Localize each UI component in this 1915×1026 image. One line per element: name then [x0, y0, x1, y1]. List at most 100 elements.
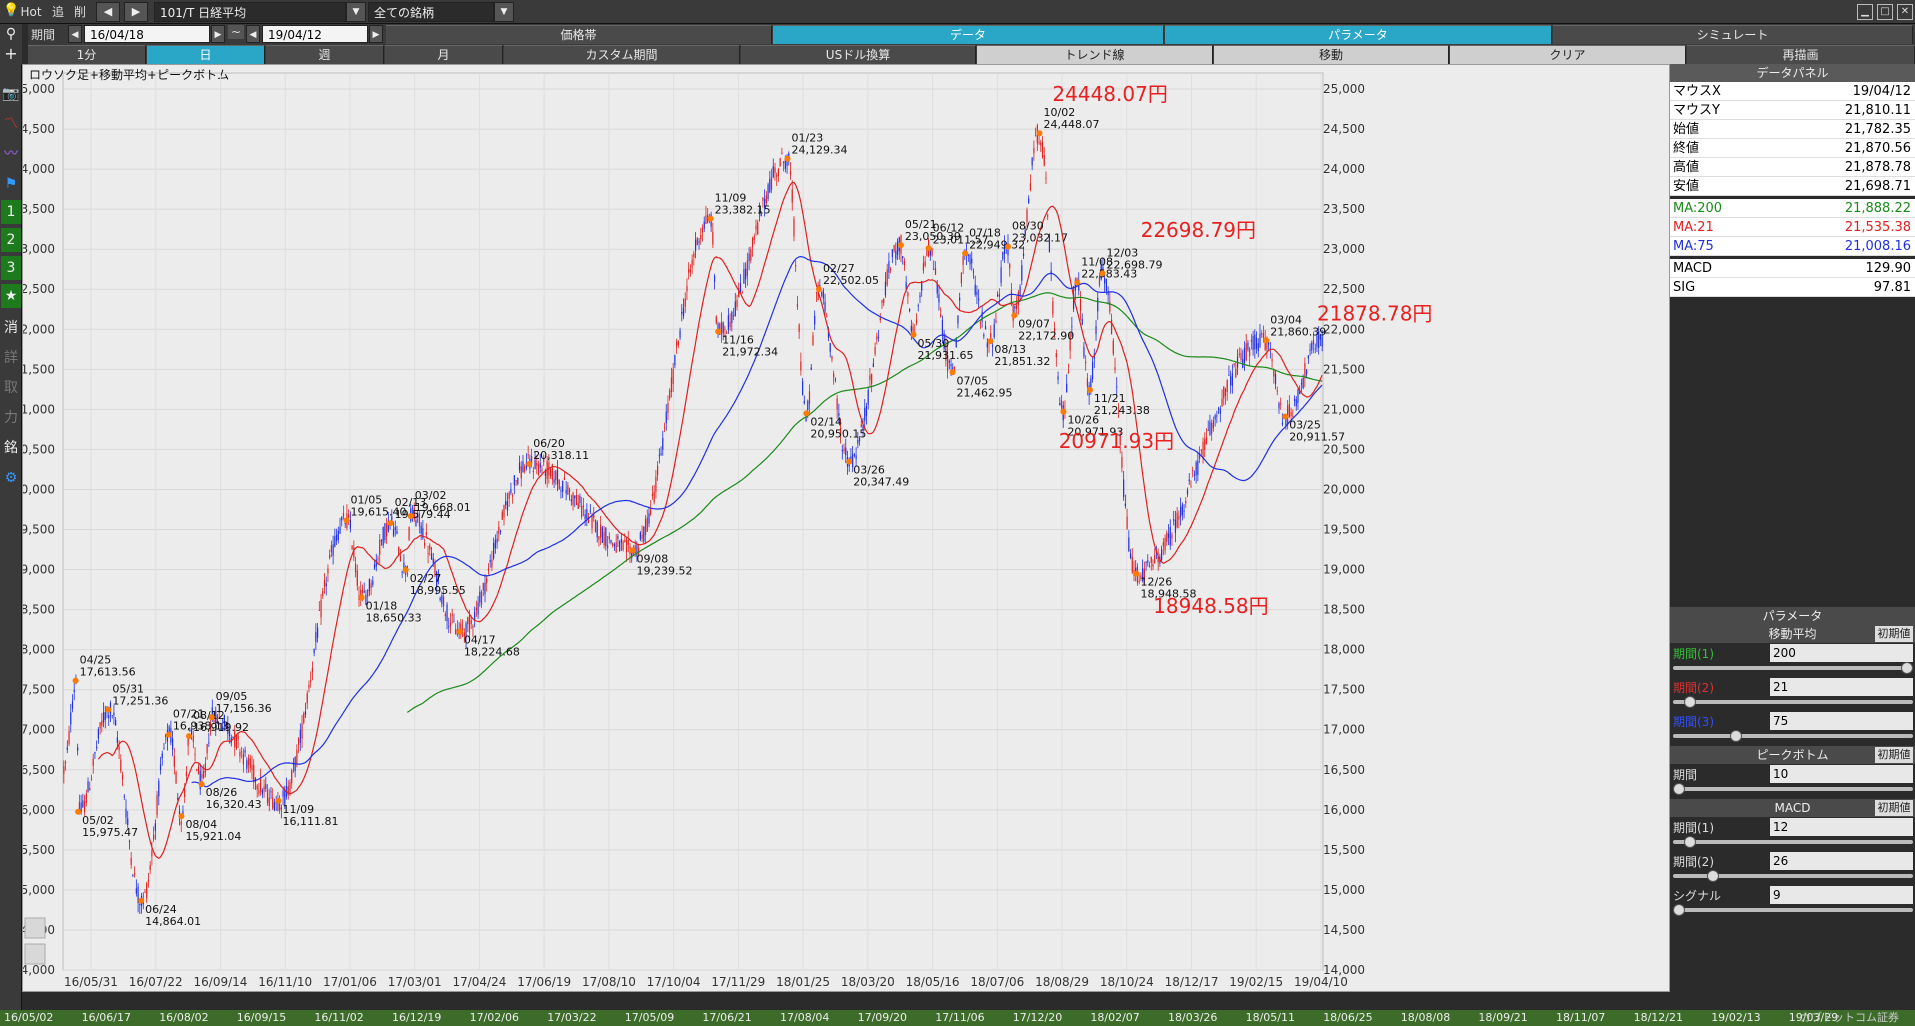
param-slider-track[interactable] [1673, 787, 1913, 791]
candle-body [579, 495, 581, 504]
flag-icon[interactable]: ⚑ [4, 176, 18, 192]
move-button[interactable]: 移動 [1214, 45, 1449, 64]
period-end-input[interactable]: 19/04/12 [262, 25, 368, 43]
category-dropdown-icon[interactable]: ▼ [494, 2, 514, 22]
candle-body [256, 785, 258, 790]
period-end-next[interactable]: ▶ [369, 25, 383, 43]
candle-body [296, 749, 298, 764]
indicator-icon[interactable]: 〰 [4, 146, 18, 162]
candle-body [907, 292, 909, 297]
price-chart[interactable]: ロウソク足+移動平均+ピークボトム14,00014,00014,50014,50… [13, 65, 1669, 991]
hot-button[interactable]: Hot [20, 5, 42, 19]
param-slider-track[interactable] [1673, 666, 1913, 670]
param-value-input[interactable]: 75 [1770, 712, 1913, 730]
star-icon[interactable]: ★ [1, 284, 21, 308]
period-start-input[interactable]: 16/04/18 [84, 25, 210, 43]
symbol-input[interactable]: 101/T 日経平均 [154, 2, 346, 22]
close-icon[interactable]: ✕ [1897, 4, 1913, 20]
param-slider-track[interactable] [1673, 840, 1913, 844]
peak-value-label: 22,583.43 [1081, 268, 1137, 281]
peak-marker [897, 242, 904, 249]
maximize-icon[interactable]: □ [1877, 4, 1893, 20]
category-select[interactable]: 全ての銘柄 [368, 2, 494, 22]
param-value-input[interactable]: 21 [1770, 678, 1913, 696]
bottom-date-strip[interactable]: 16/05/02 16/06/17 16/08/02 16/09/15 16/11/02… [0, 1010, 1915, 1026]
gear-icon[interactable]: ⚙ [4, 470, 18, 486]
candle-body [853, 454, 855, 456]
candle-body [1247, 342, 1249, 350]
tab-simulate[interactable]: シミュレート [1553, 25, 1913, 44]
bulb-icon[interactable]: 💡 [3, 3, 20, 18]
preset-3-button[interactable]: 3 [1, 256, 21, 280]
tab-price-band[interactable]: 価格帯 [386, 25, 772, 44]
param-slider-knob[interactable] [1684, 836, 1697, 848]
prev-symbol-button[interactable]: ◀ [96, 2, 120, 22]
period-start-prev[interactable]: ◀ [68, 25, 82, 43]
param-slider-track[interactable] [1673, 874, 1913, 878]
tab-usd-convert[interactable]: USドル換算 [741, 45, 976, 64]
param-value-input[interactable]: 26 [1770, 852, 1913, 870]
peak-value-label: 15,921.04 [185, 830, 241, 843]
peak-date-label: 09/07 [1018, 317, 1050, 330]
fetch-button[interactable]: 取 [4, 380, 18, 396]
param-value-input[interactable]: 12 [1770, 818, 1913, 836]
param-slider-track[interactable] [1673, 700, 1913, 704]
data-panel-row: マウスY 21,810.11 [1670, 101, 1915, 120]
period-start-next[interactable]: ▶ [211, 25, 225, 43]
param-value-input[interactable]: 10 [1770, 765, 1913, 783]
minimize-icon[interactable]: ▁ [1857, 4, 1873, 20]
y-tick-label-left: 21,000 [23, 402, 55, 416]
candle-body [1085, 361, 1087, 364]
preset-2-button[interactable]: 2 [1, 228, 21, 252]
param-slider-knob[interactable] [1707, 870, 1720, 882]
preset-1-button[interactable]: 1 [1, 200, 21, 224]
peak-value-label: 22,698.79 [1107, 258, 1163, 271]
candle-body [455, 629, 457, 634]
camera-icon[interactable]: 📷 [2, 86, 20, 102]
chart-area[interactable]: ロウソク足+移動平均+ピークボトム14,00014,00014,50014,50… [13, 64, 1670, 992]
param-slider-knob[interactable] [1684, 696, 1697, 708]
param-slider-track[interactable] [1673, 908, 1913, 912]
delete-button[interactable]: 削 [73, 5, 86, 19]
input-button[interactable]: 力 [4, 410, 18, 426]
add-button[interactable]: 追 [51, 5, 64, 19]
candle-body [1281, 422, 1284, 425]
candle-body [655, 476, 657, 493]
tab-monthly[interactable]: 月 [385, 45, 503, 64]
tab-data[interactable]: データ [773, 25, 1164, 44]
param-slider-knob[interactable] [1901, 662, 1913, 674]
peak-date-label: 10/02 [1044, 106, 1076, 119]
param-slider-track[interactable] [1673, 734, 1913, 738]
candle-body [225, 721, 227, 728]
param-value-input[interactable]: 200 [1770, 644, 1913, 662]
tab-custom-period[interactable]: カスタム期間 [504, 45, 740, 64]
search-icon[interactable]: ⚲ [0, 24, 22, 44]
clear-button[interactable]: クリア [1450, 45, 1686, 64]
tab-weekly[interactable]: 週 [266, 45, 384, 64]
period-end-prev[interactable]: ◀ [246, 25, 260, 43]
symbol-button[interactable]: 銘 [4, 440, 18, 456]
param-slider-knob[interactable] [1730, 730, 1742, 742]
symbol-dropdown-icon[interactable]: ▼ [346, 2, 366, 22]
crosshair-icon[interactable]: + [0, 44, 22, 64]
candle-body [289, 782, 291, 794]
reset-button[interactable]: 初期値 [1875, 747, 1913, 763]
candle-body [330, 545, 333, 553]
tab-parameters[interactable]: パラメータ [1165, 25, 1552, 44]
line-chart-icon[interactable]: 〽 [4, 116, 18, 132]
erase-button[interactable]: 消 [4, 320, 18, 336]
reset-button[interactable]: 初期値 [1875, 626, 1913, 642]
peak-value-label: 22,172.90 [1018, 329, 1074, 342]
trendline-button[interactable]: トレンド線 [977, 45, 1213, 64]
reset-button[interactable]: 初期値 [1875, 800, 1913, 816]
tab-1min[interactable]: 1分 [28, 45, 146, 64]
param-slider-knob[interactable] [1673, 783, 1685, 795]
next-symbol-button[interactable]: ▶ [124, 2, 148, 22]
param-slider-knob[interactable] [1673, 904, 1685, 916]
tab-daily[interactable]: 日 [147, 45, 265, 64]
detail-button[interactable]: 詳 [4, 350, 18, 366]
candle-body [498, 526, 500, 534]
redraw-button[interactable]: 再描画 [1687, 45, 1915, 64]
candle-body [1003, 243, 1006, 255]
param-value-input[interactable]: 9 [1770, 886, 1913, 904]
